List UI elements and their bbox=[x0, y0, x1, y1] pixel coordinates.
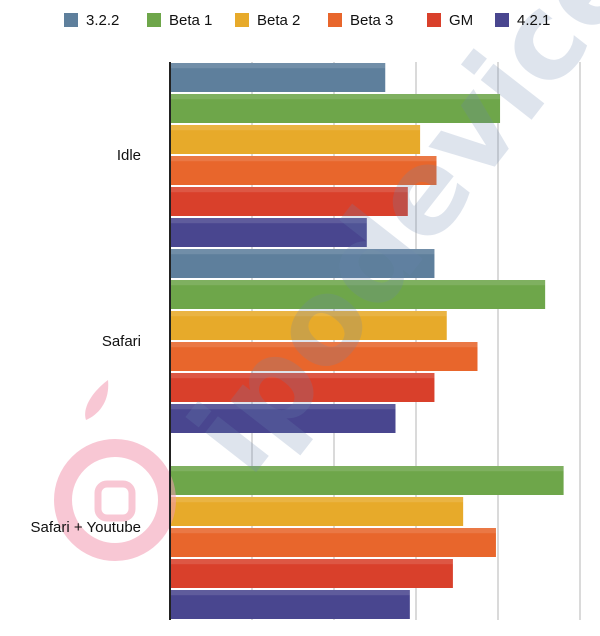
legend-label: 3.2.2 bbox=[86, 12, 119, 29]
bar-highlight bbox=[170, 63, 386, 69]
bar bbox=[170, 249, 435, 278]
legend-item: 3.2.2 bbox=[64, 12, 119, 29]
bar-highlight bbox=[170, 125, 421, 131]
bar-highlight bbox=[170, 218, 367, 224]
legend-swatch bbox=[495, 13, 509, 27]
legend-swatch bbox=[64, 13, 78, 27]
bar-highlight bbox=[170, 280, 546, 286]
legend-swatch bbox=[328, 13, 342, 27]
bar bbox=[170, 218, 367, 247]
bar bbox=[170, 125, 421, 154]
bar bbox=[170, 342, 478, 371]
category-label: Idle bbox=[117, 147, 141, 164]
bar bbox=[170, 63, 386, 92]
axis: Idle Safari Safari + Youtube bbox=[30, 62, 171, 620]
category-label: Safari + Youtube bbox=[30, 519, 141, 536]
legend-label: GM bbox=[449, 12, 473, 29]
apple-leaf bbox=[85, 380, 109, 420]
bar bbox=[170, 466, 564, 495]
bar-highlight bbox=[170, 466, 564, 472]
legend-label: Beta 3 bbox=[350, 12, 393, 29]
legend-item: 4.2.1 bbox=[495, 12, 550, 29]
bar-highlight bbox=[170, 528, 496, 534]
legend-item: Beta 2 bbox=[235, 12, 300, 29]
bar bbox=[170, 404, 396, 433]
bar-highlight bbox=[170, 187, 408, 193]
bar-highlight bbox=[170, 590, 410, 596]
legend-swatch bbox=[427, 13, 441, 27]
bars bbox=[170, 63, 564, 619]
bar bbox=[170, 280, 546, 309]
bar-highlight bbox=[170, 404, 396, 410]
apple-inner bbox=[94, 480, 136, 522]
legend-item: GM bbox=[427, 12, 473, 29]
bar bbox=[170, 373, 435, 402]
bar-highlight bbox=[170, 559, 453, 565]
bar bbox=[170, 528, 496, 557]
bar bbox=[170, 156, 437, 185]
bar bbox=[170, 497, 464, 526]
plot-background bbox=[170, 62, 580, 620]
bar bbox=[170, 590, 410, 619]
bar bbox=[170, 311, 447, 340]
category-label: Safari bbox=[102, 333, 141, 350]
bar-highlight bbox=[170, 311, 447, 317]
bar-highlight bbox=[170, 249, 435, 255]
bar bbox=[170, 187, 408, 216]
bar-highlight bbox=[170, 373, 435, 379]
legend: 3.2.2 Beta 1 Beta 2 Beta 3 GM 4.2.1 bbox=[64, 12, 550, 29]
bar-highlight bbox=[170, 342, 478, 348]
bar bbox=[170, 559, 453, 588]
bar-highlight bbox=[170, 497, 464, 503]
grid-lines bbox=[251, 62, 581, 620]
bar-highlight bbox=[170, 94, 501, 100]
apple-body bbox=[54, 439, 176, 561]
plot-area bbox=[170, 62, 580, 620]
legend-item: Beta 1 bbox=[147, 12, 212, 29]
apple-logo-icon bbox=[54, 380, 176, 561]
legend-swatch bbox=[235, 13, 249, 27]
bar-highlight bbox=[170, 156, 437, 162]
legend-label: Beta 1 bbox=[169, 12, 212, 29]
legend-swatch bbox=[147, 13, 161, 27]
legend-item: Beta 3 bbox=[328, 12, 393, 29]
legend-label: Beta 2 bbox=[257, 12, 300, 29]
bar bbox=[170, 94, 501, 123]
legend-label: 4.2.1 bbox=[517, 12, 550, 29]
